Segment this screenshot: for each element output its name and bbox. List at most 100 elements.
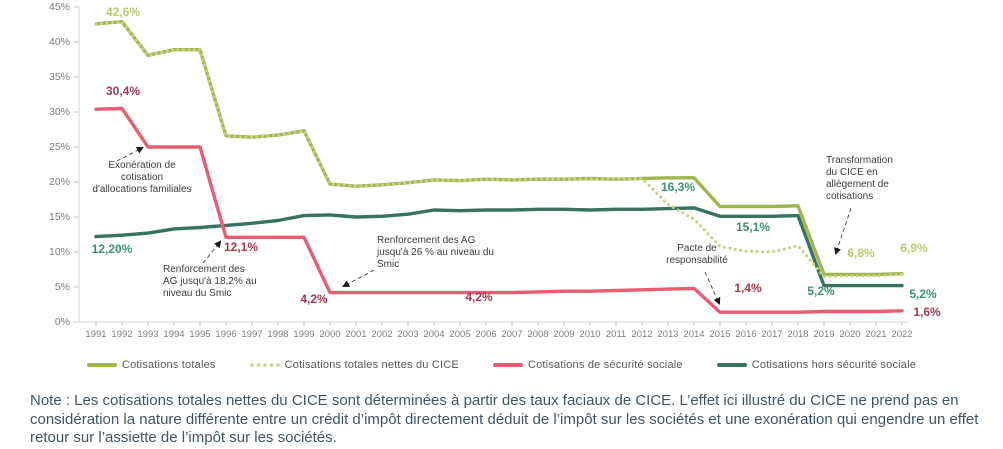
chart-legend: Cotisations totales Cotisations totales n… (0, 352, 1003, 378)
solid-line-swatch-icon (86, 363, 117, 367)
x-tick-label: 2016 (735, 329, 756, 340)
x-tick-label: 1995 (189, 329, 210, 340)
x-tick-label: 2013 (657, 329, 678, 340)
annotation-text: allègement de (826, 179, 889, 190)
legend-item-2: Cotisations de sécurité sociale (492, 359, 683, 371)
annotation-text: Transformation (826, 155, 893, 166)
value-labels: 42,6% 30,4% 12,20% 12,1% 4,2% 4,2% 16,3% 15,1% 1… (92, 5, 941, 319)
value-label: 4,2% (300, 292, 328, 306)
x-tick-label: 2010 (579, 329, 600, 340)
y-tick-label: 45% (49, 1, 70, 13)
y-tick-label: 30% (49, 106, 70, 118)
series-line-cotisations-totales (94, 20, 904, 277)
x-tick-label: 2015 (709, 329, 730, 340)
legend-label: Cotisations totales (121, 359, 216, 371)
value-label: 1,6% (913, 305, 941, 319)
x-tick-label: 1996 (215, 329, 236, 340)
series-line-cotisations-totales-nettes-cice (94, 20, 904, 278)
annotation-text: du CICE en (826, 167, 878, 178)
y-tick-label: 10% (49, 246, 70, 258)
value-label: 5,2% (807, 284, 835, 298)
series-line-cotisations-hors-securite-sociale (94, 206, 904, 288)
annotation-text: Pacte de (677, 243, 717, 254)
solid-line-swatch-icon (716, 363, 747, 367)
y-axis: 0% 5% 10% 15% 20% 25% 30% 35% 40% 45% (49, 1, 80, 328)
value-label: 30,4% (106, 84, 140, 98)
x-tick-label: 2008 (527, 329, 548, 340)
x-tick-label: 2017 (761, 329, 782, 340)
x-tick-label: 2014 (683, 329, 704, 340)
value-label: 12,1% (224, 240, 258, 254)
annotation-text: Smic (377, 259, 399, 270)
annotation-arrow (704, 271, 721, 305)
value-label: 42,6% (106, 5, 140, 19)
x-tick-label: 2003 (397, 329, 418, 340)
annotation-arrow (116, 147, 144, 162)
value-label: 5,2% (909, 287, 937, 301)
value-label: 6,8% (847, 246, 875, 260)
annotation-arrow (202, 240, 222, 264)
x-tick-label: 2001 (345, 329, 366, 340)
x-tick-label: 2004 (423, 329, 444, 340)
value-label: 12,20% (92, 242, 133, 256)
legend-label: Cotisations hors sécurité sociale (751, 359, 917, 371)
annotation-text: d'allocations familiales (92, 184, 191, 195)
legend-label: Cotisations totales nettes du CICE (284, 359, 459, 371)
dotted-line-swatch-icon (249, 363, 280, 367)
line-chart-canvas: 0% 5% 10% 15% 20% 25% 30% 35% 40% 45% 1991 1992 1993… (49, 1, 941, 340)
x-tick-label: 1992 (111, 329, 132, 340)
chart-note: Note : Les cotisations totales nettes du… (30, 392, 979, 447)
x-tick-label: 2018 (787, 329, 808, 340)
legend-item-3: Cotisations hors sécurité sociale (716, 359, 917, 371)
x-tick-label: 1997 (241, 329, 262, 340)
x-tick-label: 1994 (163, 329, 184, 340)
value-label: 15,1% (736, 220, 770, 234)
annotation-text: Renforcement des (163, 264, 245, 275)
annotation-text: responsabilité (666, 255, 728, 266)
x-tick-label: 1991 (85, 329, 106, 340)
value-label: 4,2% (465, 290, 493, 304)
solid-line-swatch-icon (492, 363, 523, 367)
legend-item-1: Cotisations totales nettes du CICE (249, 359, 459, 371)
x-tick-label: 2005 (449, 329, 470, 340)
x-tick-label: 2002 (371, 329, 392, 340)
y-tick-label: 15% (49, 211, 70, 223)
annotation-arrow (834, 207, 852, 256)
annotation-arrow (342, 269, 375, 288)
annotation-text: cotisations (826, 191, 873, 202)
y-tick-label: 20% (49, 176, 70, 188)
x-tick-label: 2011 (606, 329, 626, 340)
annotation-text: Exonération de (108, 160, 176, 171)
x-tick-label: 2012 (631, 329, 652, 340)
x-tick-label: 2006 (475, 329, 496, 340)
x-tick-label: 2007 (501, 329, 522, 340)
y-tick-label: 5% (55, 281, 70, 293)
annotation-text: AG jusqu'à 18,2% au (163, 276, 257, 287)
y-tick-label: 35% (49, 71, 70, 83)
x-tick-label: 2009 (553, 329, 574, 340)
annotation-text: cotisation (121, 172, 163, 183)
x-tick-label: 1999 (293, 329, 314, 340)
y-tick-label: 0% (55, 316, 70, 328)
annotation-text: jusqu'à 26 % au niveau du (376, 247, 494, 258)
x-tick-label: 2000 (319, 329, 340, 340)
x-tick-label: 2021 (865, 329, 886, 340)
y-tick-label: 40% (49, 36, 70, 48)
value-label: 1,4% (734, 281, 762, 295)
y-tick-label: 25% (49, 141, 70, 153)
series-line-cotisations-securite-sociale (94, 106, 904, 314)
value-label: 6,9% (900, 241, 928, 255)
x-tick-label: 2020 (839, 329, 860, 340)
legend-label: Cotisations de sécurité sociale (527, 359, 683, 371)
x-axis: 1991 1992 1993 1994 1995 1996 1997 1998 1999 2000… (79, 321, 913, 340)
x-tick-label: 1998 (267, 329, 288, 340)
annotation-text: niveau du Smic (163, 288, 231, 299)
value-label: 16,3% (661, 180, 695, 194)
contributions-rate-chart: 0% 5% 10% 15% 20% 25% 30% 35% 40% 45% 1991 1992 1993… (49, 1, 941, 340)
annotation-text: Renforcement des AG (377, 235, 476, 246)
